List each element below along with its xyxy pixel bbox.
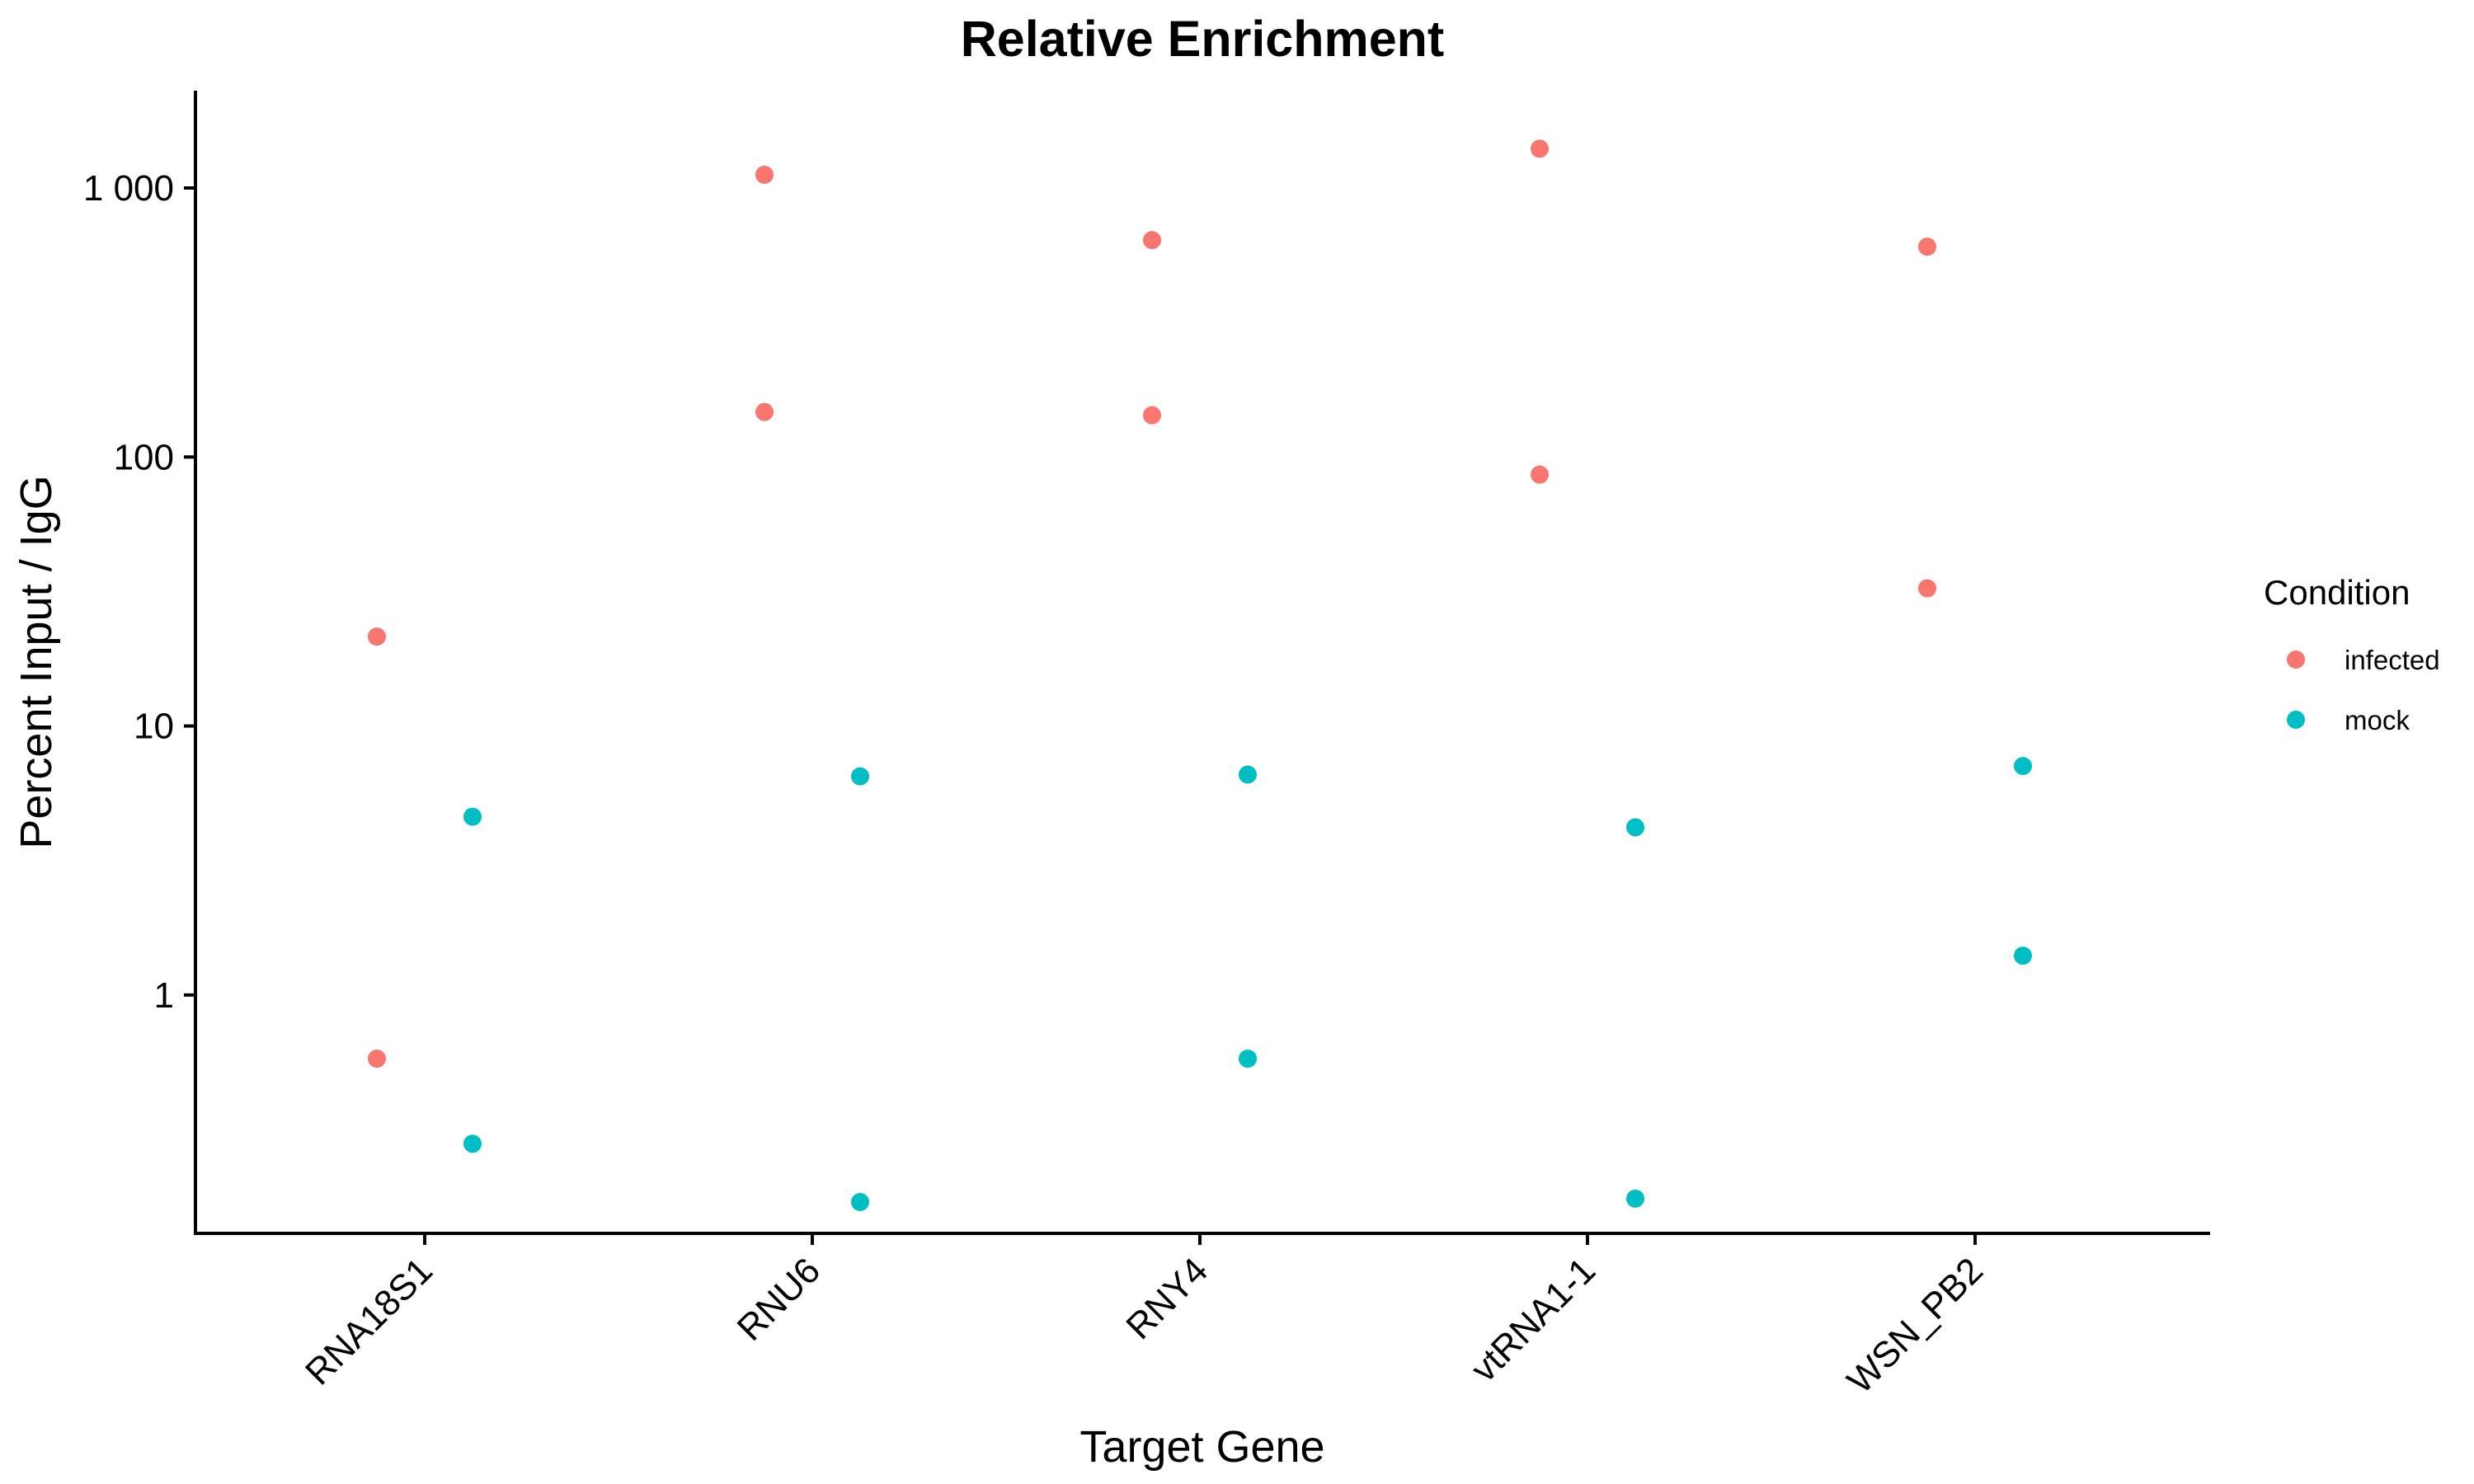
x-tick-label: WSN_PB2 [1840, 1250, 1991, 1401]
x-axis-title: Target Gene [1079, 1422, 1324, 1472]
point-mock [1626, 1189, 1644, 1208]
point-mock [2014, 946, 2032, 965]
point-mock [463, 807, 482, 826]
legend-title: Condition [2264, 573, 2410, 612]
y-axis: 1 10 100 1 000 [83, 168, 195, 1016]
point-infected [1918, 237, 1936, 256]
legend-label-infected: infected [2345, 645, 2440, 675]
point-infected [1531, 139, 1549, 158]
point-infected [1143, 231, 1161, 250]
point-mock [1626, 818, 1644, 837]
x-tick-label: RNY4 [1118, 1250, 1216, 1347]
legend-swatch-infected [2287, 650, 2305, 669]
point-mock [463, 1134, 482, 1153]
y-tick-label: 100 [114, 437, 174, 477]
x-axis: RNA18S1 RNU6 RNY4 vtRNA1-1 WSN_PB2 [298, 1233, 1991, 1402]
legend-label-mock: mock [2345, 705, 2410, 735]
point-infected [1531, 465, 1549, 484]
point-infected [368, 1050, 386, 1068]
legend-item-infected: infected [2287, 645, 2440, 675]
point-mock [2014, 757, 2032, 776]
legend-swatch-mock [2287, 711, 2305, 729]
legend: Condition infected mock [2264, 573, 2440, 735]
point-mock [1239, 1050, 1257, 1068]
y-axis-title: Percent Input / IgG [12, 475, 61, 848]
x-tick-label: RNA18S1 [298, 1250, 440, 1392]
point-mock [1239, 765, 1257, 784]
point-infected [368, 627, 386, 646]
x-tick-label: vtRNA1-1 [1464, 1250, 1604, 1390]
point-infected [755, 165, 774, 184]
point-mock [851, 1192, 869, 1211]
legend-item-mock: mock [2287, 705, 2410, 735]
plot-area [368, 139, 2032, 1211]
point-infected [1143, 406, 1161, 425]
chart-title: Relative Enrichment [961, 11, 1444, 67]
x-tick-label: RNU6 [730, 1250, 828, 1348]
y-tick-label: 1 000 [83, 168, 174, 209]
point-infected [755, 402, 774, 421]
point-mock [851, 767, 869, 786]
y-tick-label: 1 [154, 975, 174, 1016]
y-tick-label: 10 [134, 707, 174, 747]
point-infected [1918, 579, 1936, 598]
